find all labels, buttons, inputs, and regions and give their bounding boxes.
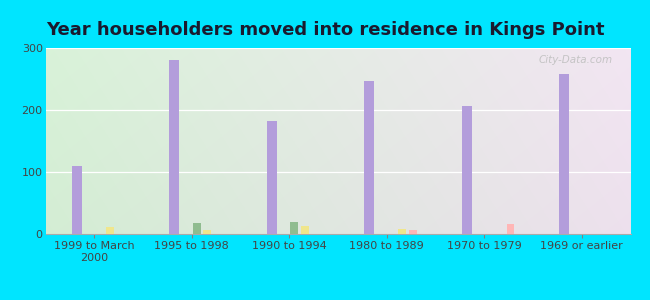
Bar — [410, 230, 417, 234]
Bar — [169, 60, 179, 234]
Bar — [72, 166, 82, 234]
Text: Year householders moved into residence in Kings Point: Year householders moved into residence i… — [46, 21, 605, 39]
Bar — [192, 223, 200, 234]
Bar — [462, 106, 472, 234]
Bar — [364, 82, 374, 234]
Text: City-Data.com: City-Data.com — [539, 56, 613, 65]
Bar — [290, 222, 298, 234]
Bar — [266, 121, 277, 234]
Bar — [106, 227, 114, 234]
Bar — [203, 230, 211, 234]
Bar — [507, 224, 514, 234]
Bar — [559, 74, 569, 234]
Bar — [301, 226, 309, 234]
Bar — [398, 229, 406, 234]
